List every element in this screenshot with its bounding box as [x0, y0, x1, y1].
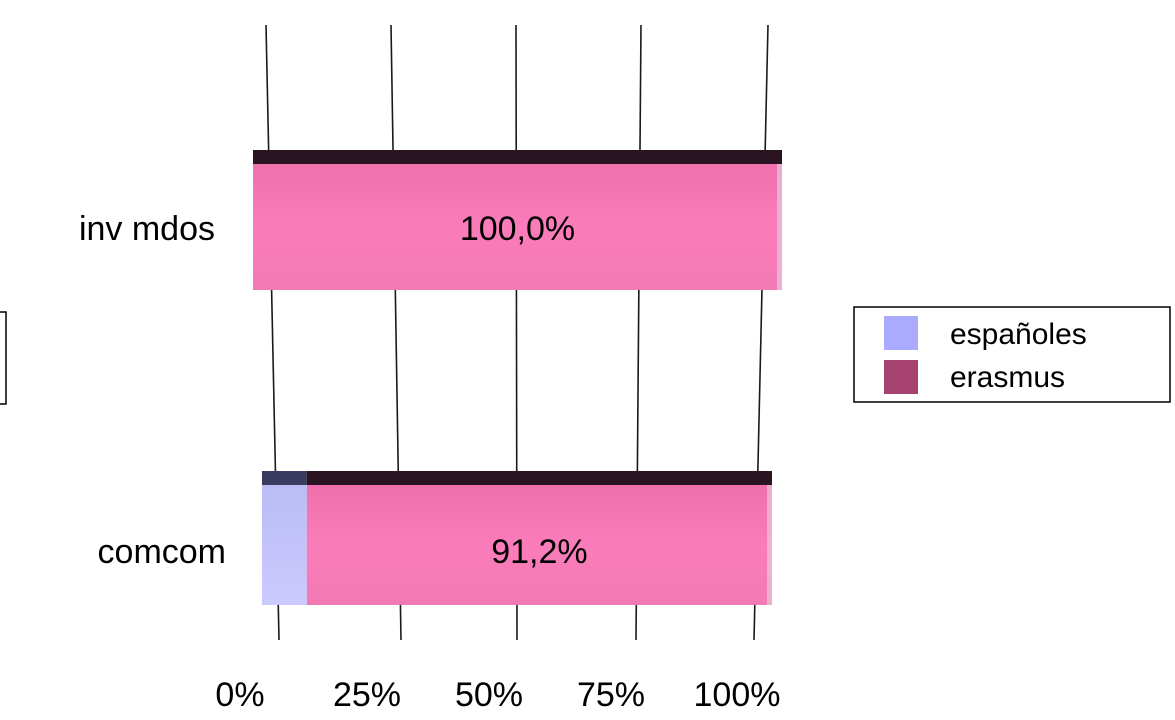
bar-edge: [767, 485, 772, 605]
legend-label-erasmus: erasmus: [950, 361, 1065, 394]
legend: españoles erasmus: [853, 306, 1171, 403]
x-tick-labels: 0% 25% 50% 75% 100%: [215, 676, 780, 714]
data-label: 91,2%: [491, 533, 587, 571]
bar-segment-top: [306, 471, 772, 485]
bar-segment-erasmus: [306, 485, 772, 605]
bar-segment-top: [262, 471, 307, 485]
plot-frame-fragment: [0, 311, 7, 405]
legend-label-espanoles: españoles: [950, 318, 1087, 351]
bar-segment-espanoles: [262, 485, 307, 605]
category-label: comcom: [98, 533, 226, 571]
x-tick-label: 0%: [215, 676, 264, 714]
legend-swatch-espanoles: [884, 316, 918, 350]
x-tick-label: 75%: [577, 676, 645, 714]
data-label: 100,0%: [460, 210, 575, 248]
bar-segment-top: [253, 150, 782, 164]
category-labels: inv mdos comcom: [79, 210, 226, 571]
category-label: inv mdos: [79, 210, 215, 248]
x-tick-label: 100%: [694, 676, 781, 714]
bars: [253, 150, 782, 605]
x-tick-label: 50%: [455, 676, 523, 714]
bar-segment-erasmus: [253, 164, 782, 290]
bar-edge: [777, 164, 782, 290]
data-labels: 100,0% 91,2%: [460, 210, 588, 571]
x-tick-label: 25%: [333, 676, 401, 714]
legend-swatch-erasmus: [884, 360, 918, 394]
